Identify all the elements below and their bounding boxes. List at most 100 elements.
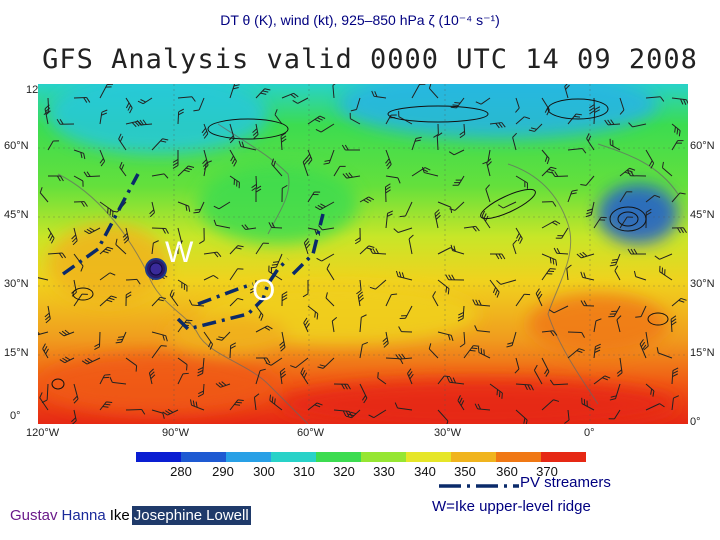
wind-barb	[326, 263, 335, 281]
wind-barb	[255, 305, 264, 321]
wind-barb	[197, 357, 205, 377]
wind-barb	[385, 149, 392, 170]
wind-barb	[428, 84, 439, 99]
colorbar-tick: 370	[536, 464, 558, 479]
wind-barb	[317, 357, 335, 369]
wind-barb	[371, 90, 387, 99]
wind-barb	[411, 84, 426, 99]
wind-barb	[148, 368, 156, 385]
wind-barb	[609, 138, 621, 151]
theta-field-map	[38, 84, 688, 424]
wind-barb	[512, 132, 518, 151]
wind-barb	[137, 97, 153, 105]
wind-barb	[118, 133, 127, 151]
wind-barb	[229, 175, 240, 189]
wind-barb	[385, 293, 398, 307]
wind-barb	[73, 175, 84, 187]
wind-barb	[616, 315, 622, 333]
wind-barb	[541, 201, 557, 207]
wind-barb	[609, 253, 621, 267]
wind-barb	[661, 161, 673, 177]
wind-barb	[307, 305, 319, 320]
wind-barb	[368, 409, 387, 419]
lat-label-right: 0°	[690, 416, 701, 428]
wind-barb	[177, 108, 185, 125]
wind-barb	[395, 270, 413, 281]
wind-barb	[359, 341, 368, 359]
wind-barb	[193, 201, 205, 214]
wind-barb	[486, 158, 492, 177]
wind-barb	[428, 343, 439, 359]
wind-barb	[548, 305, 569, 314]
storm-name: Lowell	[204, 506, 251, 525]
lon-label-bottom: 30°W	[434, 427, 462, 439]
wind-barb	[255, 325, 273, 333]
lon-label-bottom: 0°	[584, 427, 595, 439]
wind-barb	[593, 375, 611, 385]
wind-barb	[269, 394, 283, 411]
wind-barb	[99, 295, 117, 307]
wind-barb	[193, 97, 205, 112]
wind-barb	[639, 339, 647, 359]
wind-barb	[541, 268, 556, 281]
wind-barb	[541, 149, 550, 165]
wind-barb	[393, 227, 413, 233]
wind-barb	[437, 375, 451, 385]
wind-barb	[593, 318, 602, 333]
wind-barb	[385, 357, 404, 365]
wind-barb	[477, 346, 491, 359]
wind-barb	[449, 201, 465, 211]
wind-barb	[497, 201, 517, 209]
wind-barb	[446, 376, 465, 385]
wind-barb	[203, 274, 219, 281]
wind-barb	[83, 171, 101, 178]
wind-barb	[81, 357, 101, 365]
wind-barb	[474, 325, 491, 333]
wind-barb	[616, 357, 623, 377]
wind-barb	[188, 299, 205, 307]
wind-barb	[125, 408, 146, 415]
wind-barb	[162, 408, 179, 416]
wind-barb	[645, 96, 665, 102]
wind-barb	[489, 279, 500, 298]
lat-label-right: 60°N	[690, 140, 715, 152]
wind-barb	[437, 409, 449, 424]
wind-barb	[341, 144, 360, 151]
wind-barb	[38, 329, 49, 337]
wind-barb	[411, 136, 422, 151]
lon-label-bottom: 90°W	[162, 427, 190, 439]
wind-barb	[177, 96, 196, 102]
colorbar-tick: 320	[333, 464, 355, 479]
wind-barb	[229, 149, 237, 167]
wind-barb	[216, 331, 231, 341]
wind-barb	[48, 175, 64, 182]
wind-barb	[555, 227, 569, 239]
wind-barb	[535, 288, 543, 307]
wind-barb	[47, 140, 60, 151]
wind-barb	[515, 409, 528, 424]
wind-barb	[149, 201, 155, 218]
wind-barb	[437, 331, 454, 342]
wind-barb	[369, 247, 387, 255]
wind-barb	[42, 343, 49, 359]
wind-barb	[452, 175, 465, 186]
wind-barb	[229, 245, 244, 255]
wind-barb	[99, 272, 116, 281]
figure-caption: DT θ (K), wind (kt), 925–850 hPa ζ (10⁻⁴…	[220, 12, 500, 28]
wind-barb	[604, 119, 621, 126]
wind-barb	[463, 225, 480, 232]
wind-barb	[115, 238, 127, 255]
wind-barb	[203, 251, 222, 258]
wind-barb	[515, 97, 520, 113]
wind-barb	[151, 409, 165, 419]
wind-barb	[671, 192, 686, 203]
wind-barb	[671, 395, 679, 411]
wind-barb	[99, 246, 114, 255]
wind-barb	[151, 138, 169, 151]
wind-barb	[580, 271, 595, 281]
wind-barb	[314, 201, 335, 211]
wind-barb	[125, 278, 141, 285]
wind-barb	[627, 248, 646, 255]
wind-barb	[566, 264, 572, 281]
wind-barb	[541, 330, 558, 337]
